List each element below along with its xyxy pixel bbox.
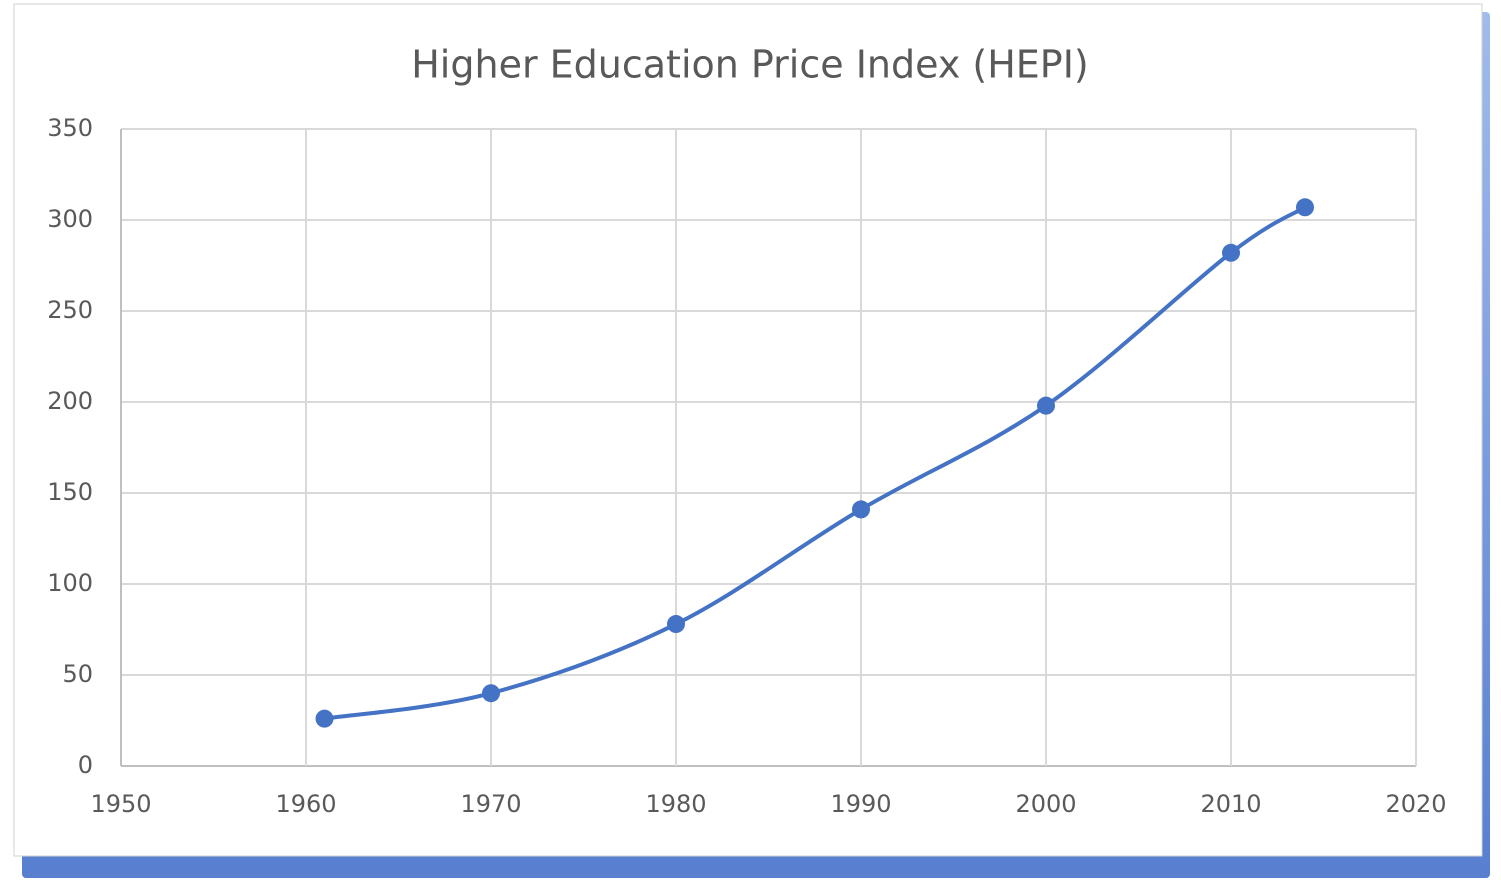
x-tick-label: 1970 — [460, 790, 521, 818]
x-tick-label: 1960 — [275, 790, 336, 818]
y-tick-label: 250 — [47, 296, 93, 324]
data-point — [1222, 243, 1240, 262]
x-tick-label: 2000 — [1015, 790, 1076, 818]
x-tick-label: 2020 — [1385, 790, 1446, 818]
y-tick-label: 300 — [47, 205, 93, 233]
data-point — [667, 615, 685, 634]
y-tick-label: 150 — [47, 478, 93, 506]
x-tick-label: 1990 — [830, 790, 891, 818]
x-tick-label: 1980 — [645, 790, 706, 818]
data-point — [1037, 396, 1055, 415]
chart-frame — [13, 3, 1483, 857]
x-tick-label: 1950 — [90, 790, 151, 818]
data-point — [852, 500, 870, 519]
data-point — [1296, 198, 1314, 217]
data-point — [482, 684, 500, 703]
y-tick-label: 50 — [62, 660, 93, 688]
y-tick-label: 0 — [78, 751, 93, 779]
chart-title: Higher Education Price Index (HEPI) — [411, 43, 1089, 87]
y-tick-label: 100 — [47, 569, 93, 597]
y-tick-label: 350 — [47, 114, 93, 142]
x-tick-label: 2010 — [1200, 790, 1261, 818]
data-point — [315, 709, 334, 728]
y-tick-label: 200 — [47, 387, 93, 415]
